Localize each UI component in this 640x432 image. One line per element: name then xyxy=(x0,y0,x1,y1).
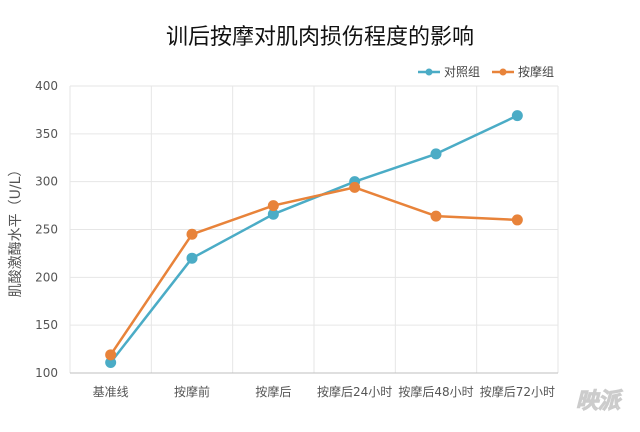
data-point xyxy=(430,210,442,222)
watermark-logo: 映派 xyxy=(576,389,623,414)
x-tick-label: 按摩后72小时 xyxy=(480,384,555,399)
y-tick-label: 250 xyxy=(35,223,58,237)
data-point xyxy=(511,214,523,226)
x-tick-label: 按摩前 xyxy=(174,384,210,399)
grid-lines xyxy=(69,85,559,374)
chart-title: 训后按摩对肌肉损伤程度的影响 xyxy=(166,25,474,50)
data-point xyxy=(105,349,117,361)
y-tick-label: 350 xyxy=(35,127,58,141)
series-line xyxy=(109,114,519,364)
y-tick-label: 150 xyxy=(35,318,58,332)
legend-label: 对照组 xyxy=(444,65,480,79)
y-tick-label: 100 xyxy=(35,366,58,380)
legend-marker xyxy=(425,68,433,76)
data-point xyxy=(511,110,523,122)
x-tick-label: 按摩后48小时 xyxy=(398,384,473,399)
legend-marker xyxy=(499,68,507,76)
data-point xyxy=(267,208,279,220)
x-tick-label: 按摩后 xyxy=(255,384,291,399)
x-tick-label: 按摩后24小时 xyxy=(317,384,392,399)
series-line xyxy=(109,186,519,357)
series-lines xyxy=(105,110,523,368)
data-point xyxy=(349,181,361,193)
y-tick-label: 400 xyxy=(35,79,58,93)
data-point xyxy=(267,200,279,212)
legend: 对照组 按摩组 xyxy=(418,64,554,79)
data-point xyxy=(186,252,198,264)
data-point xyxy=(105,356,117,368)
y-tick-label: 300 xyxy=(35,175,58,189)
x-tick-label: 基准线 xyxy=(93,385,129,399)
y-axis-title: 肌酸激酶水平（U/L） xyxy=(7,163,24,298)
data-point xyxy=(430,148,442,160)
y-tick-label: 200 xyxy=(35,270,58,284)
data-point xyxy=(186,228,198,240)
legend-label: 按摩组 xyxy=(518,64,554,79)
